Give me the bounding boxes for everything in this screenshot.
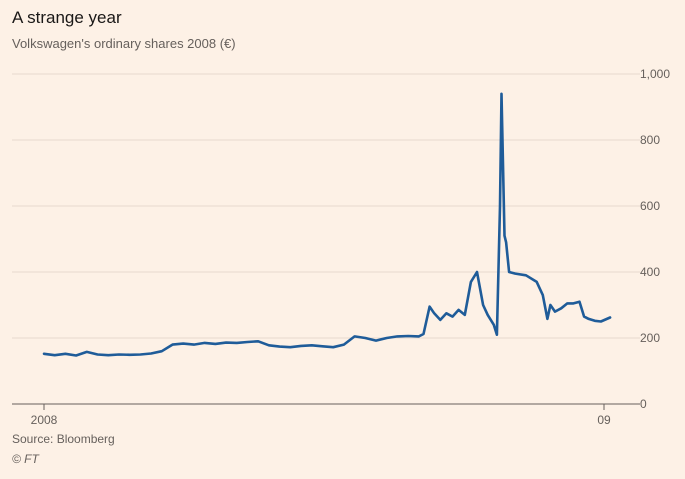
source-note: Source: Bloomberg — [12, 432, 115, 446]
x-tick-label: 09 — [597, 413, 611, 427]
y-tick-label: 800 — [640, 133, 660, 147]
y-tick-label: 600 — [640, 199, 660, 213]
y-tick-label: 400 — [640, 265, 660, 279]
y-tick-label: 200 — [640, 331, 660, 345]
x-tick-label: 2008 — [31, 413, 58, 427]
chart-title: A strange year — [12, 8, 122, 27]
y-tick-label: 0 — [640, 397, 647, 411]
copyright-note: © FT — [12, 452, 39, 466]
series-line — [42, 92, 612, 357]
y-tick-label: 1,000 — [640, 67, 670, 81]
chart-subtitle: Volkswagen's ordinary shares 2008 (€) — [12, 36, 236, 51]
